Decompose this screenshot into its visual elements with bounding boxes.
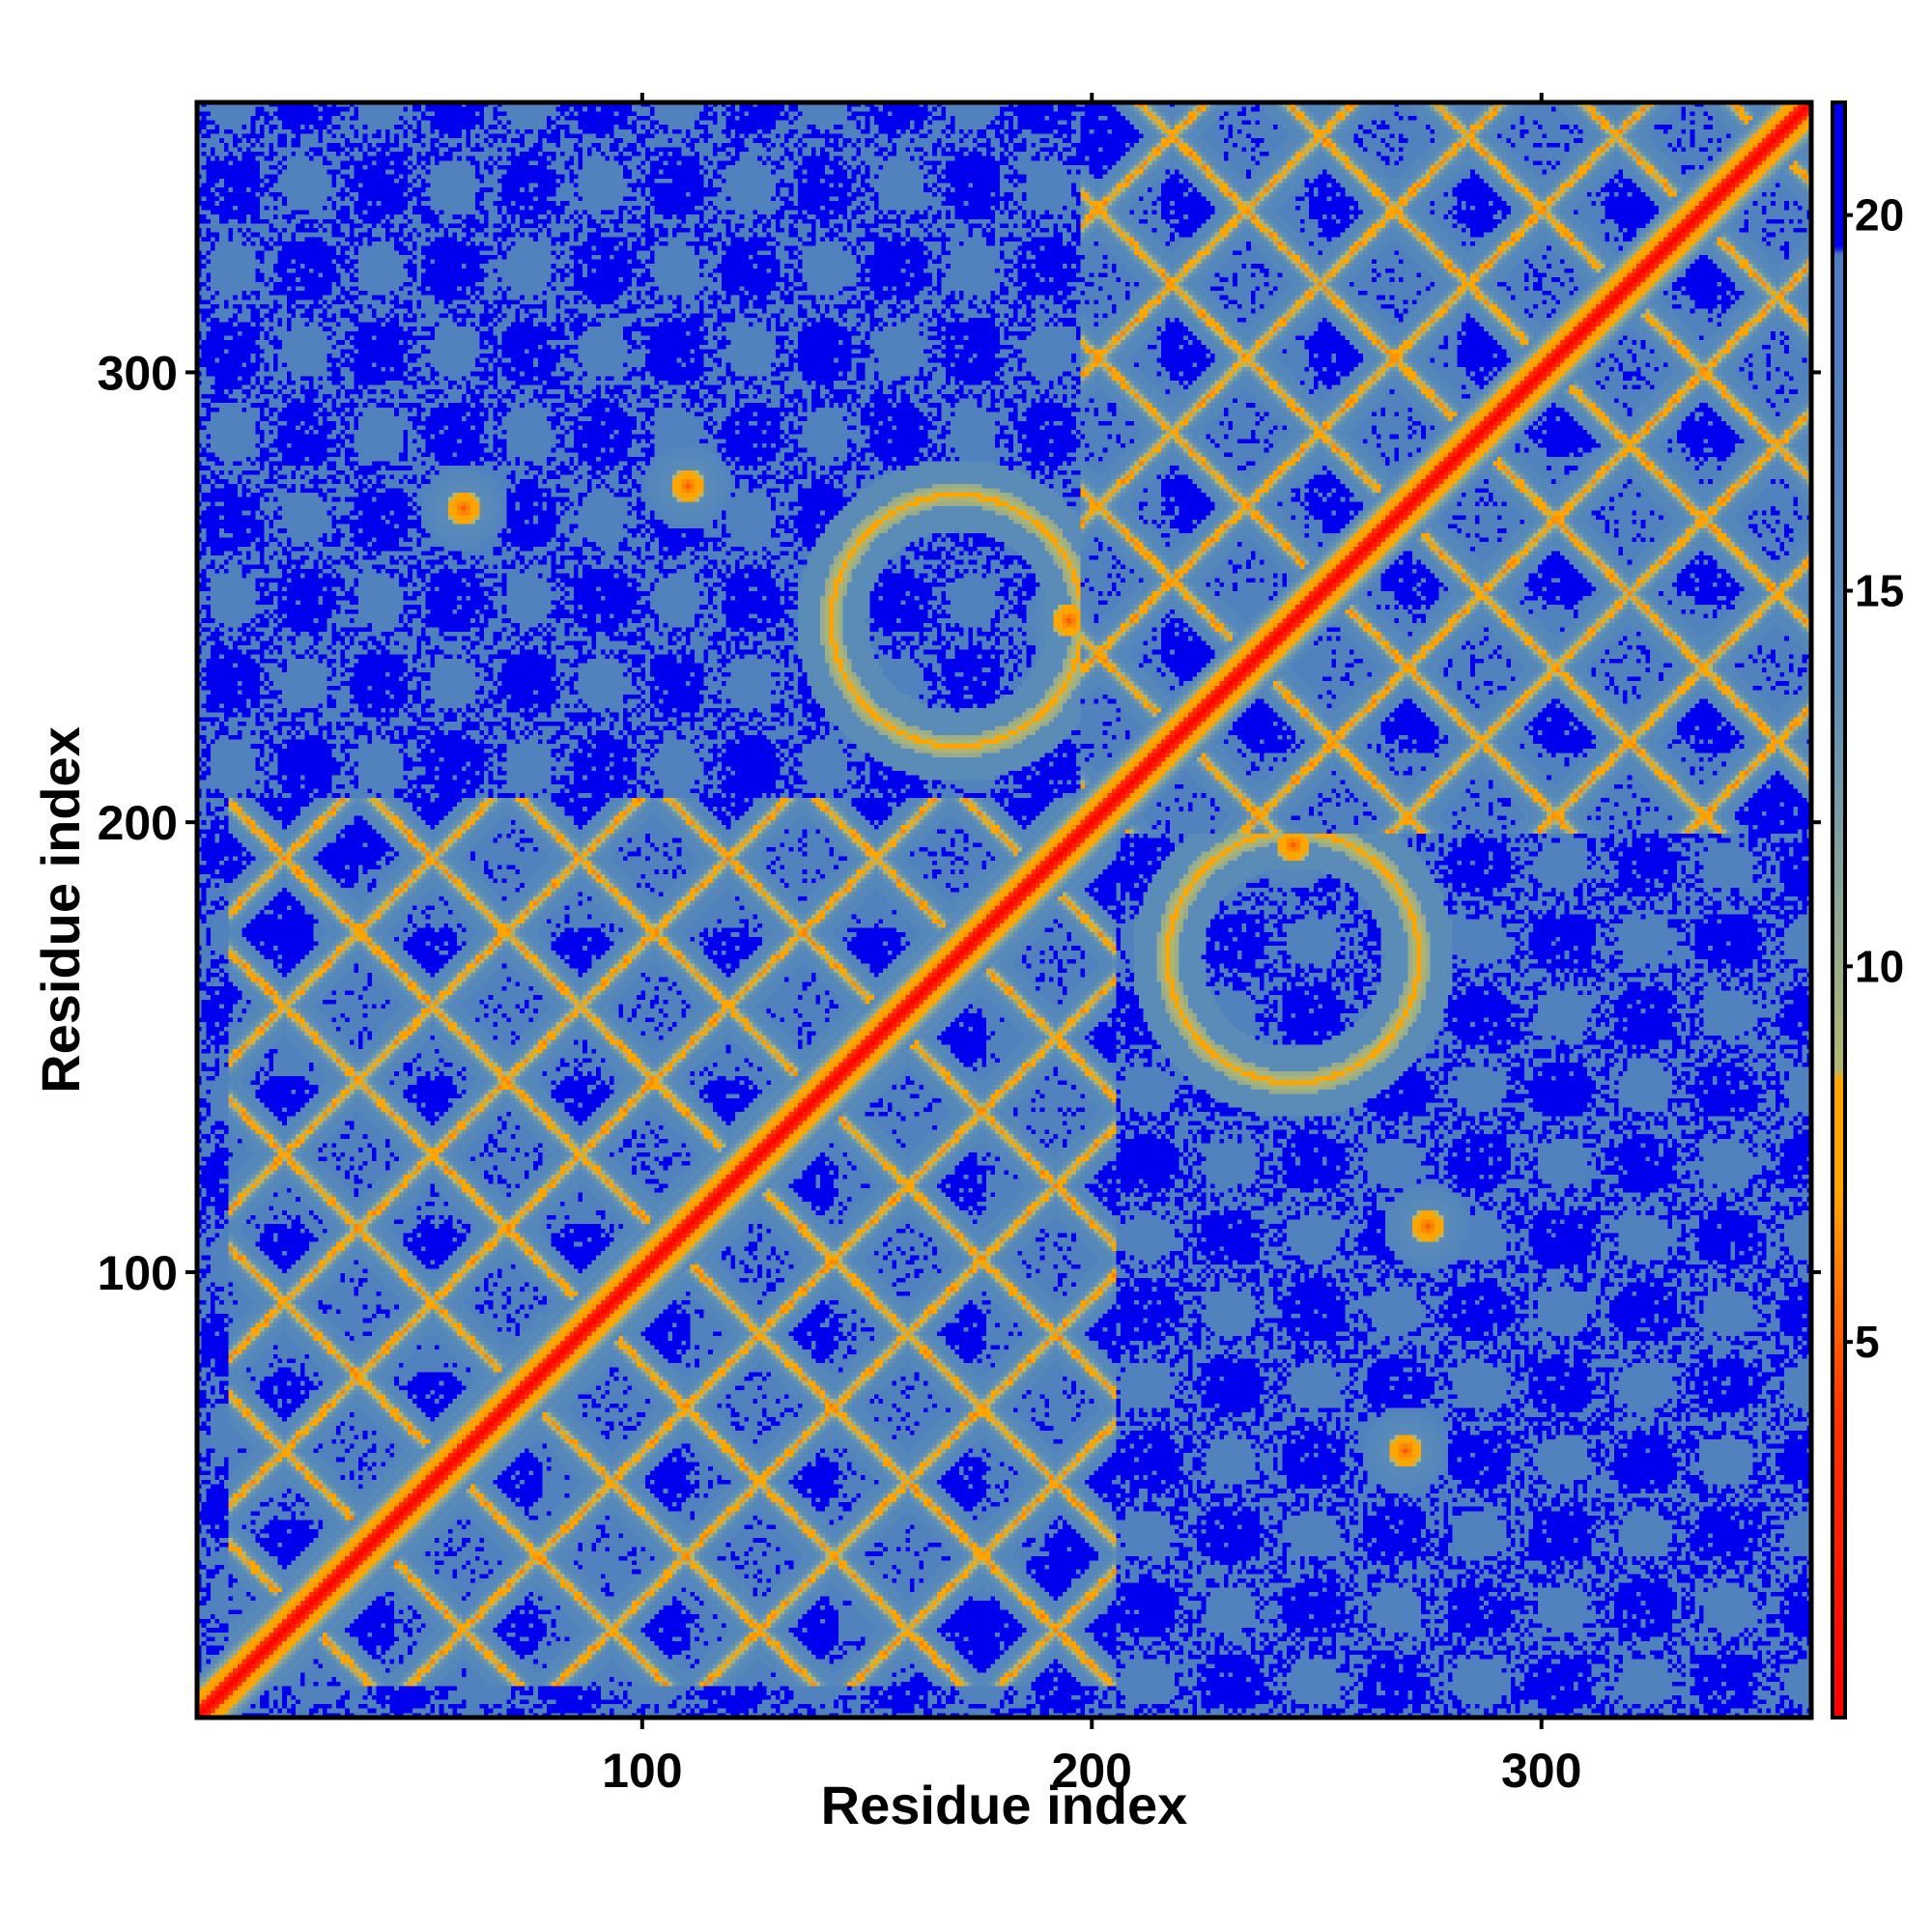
plot-frame bbox=[194, 99, 1814, 1720]
x-tick-label: 200 bbox=[1052, 1744, 1132, 1798]
x-tick-label: 100 bbox=[602, 1744, 682, 1798]
x-tick-label: 300 bbox=[1501, 1744, 1581, 1798]
y-tick-label: 100 bbox=[98, 1246, 178, 1300]
colorbar-frame bbox=[1831, 100, 1847, 1719]
colorbar-gradient bbox=[1833, 102, 1845, 1718]
y-axis-title: Residue index bbox=[30, 726, 91, 1094]
colorbar-tick-label: 10 bbox=[1855, 941, 1904, 991]
colorbar-tick-label: 5 bbox=[1855, 1317, 1880, 1367]
heatmap-plot-area bbox=[197, 102, 1811, 1718]
x-axis-title: Residue index bbox=[821, 1775, 1188, 1835]
y-tick-label: 200 bbox=[98, 796, 178, 850]
colorbar-tick-label: 20 bbox=[1855, 190, 1904, 241]
colorbar-tick-label: 15 bbox=[1855, 565, 1904, 615]
y-tick-label: 300 bbox=[98, 346, 178, 400]
